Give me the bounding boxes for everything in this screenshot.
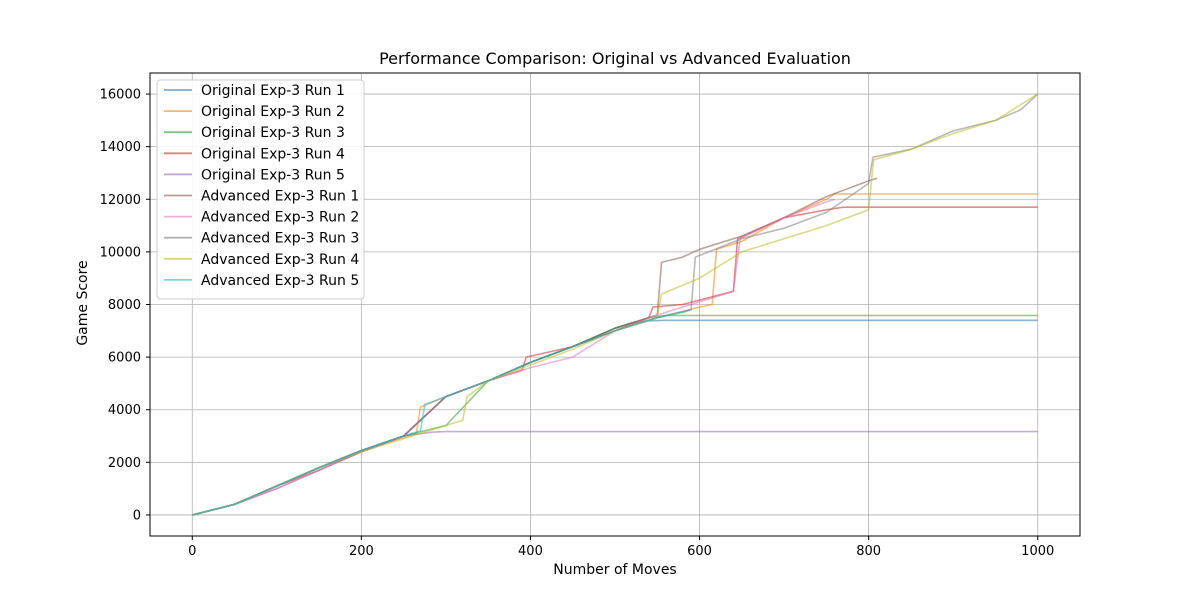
legend-label: Advanced Exp-3 Run 4 <box>201 252 359 268</box>
legend-label: Advanced Exp-3 Run 5 <box>201 273 359 289</box>
x-tick-label: 1000 <box>1021 544 1054 559</box>
legend-label: Original Exp-3 Run 2 <box>201 104 345 120</box>
y-tick-label: 10000 <box>100 245 141 260</box>
legend-label: Original Exp-3 Run 5 <box>201 167 345 183</box>
x-tick-label: 800 <box>856 544 881 559</box>
series-lines <box>192 93 1039 516</box>
legend-box <box>156 79 365 300</box>
legend: Original Exp-3 Run 1 Original Exp-3 Run 2… <box>156 79 365 300</box>
series-line-7 <box>192 198 836 516</box>
y-tick-label: 16000 <box>100 88 141 103</box>
x-axis-label: Number of Moves <box>553 562 676 578</box>
y-tick-label: 8000 <box>108 298 141 313</box>
legend-label: Advanced Exp-3 Run 3 <box>201 231 359 247</box>
chart-title: Performance Comparison: Original vs Adva… <box>379 49 851 68</box>
grid-lines <box>150 73 1080 536</box>
x-tick-label: 200 <box>349 544 374 559</box>
y-tick-label: 0 <box>133 508 141 523</box>
x-tick-label: 400 <box>518 544 543 559</box>
legend-label: Advanced Exp-3 Run 2 <box>201 210 359 226</box>
axis-ticks: 0 200 400 600 800 100002000400060008000100001… <box>100 88 1055 559</box>
y-axis-label: Game Score <box>75 260 91 345</box>
x-tick-label: 600 <box>687 544 712 559</box>
y-tick-label: 4000 <box>108 403 141 418</box>
y-tick-label: 6000 <box>108 351 141 366</box>
x-tick-label: 0 <box>188 544 196 559</box>
legend-label: Original Exp-3 Run 4 <box>201 146 345 162</box>
series-line-10 <box>192 309 692 516</box>
legend-label: Advanced Exp-3 Run 1 <box>201 189 359 205</box>
y-tick-label: 12000 <box>100 193 141 208</box>
y-tick-label: 2000 <box>108 456 141 471</box>
legend-label: Original Exp-3 Run 3 <box>201 125 345 141</box>
y-tick-label: 14000 <box>100 140 141 155</box>
legend-label: Original Exp-3 Run 1 <box>201 83 345 99</box>
